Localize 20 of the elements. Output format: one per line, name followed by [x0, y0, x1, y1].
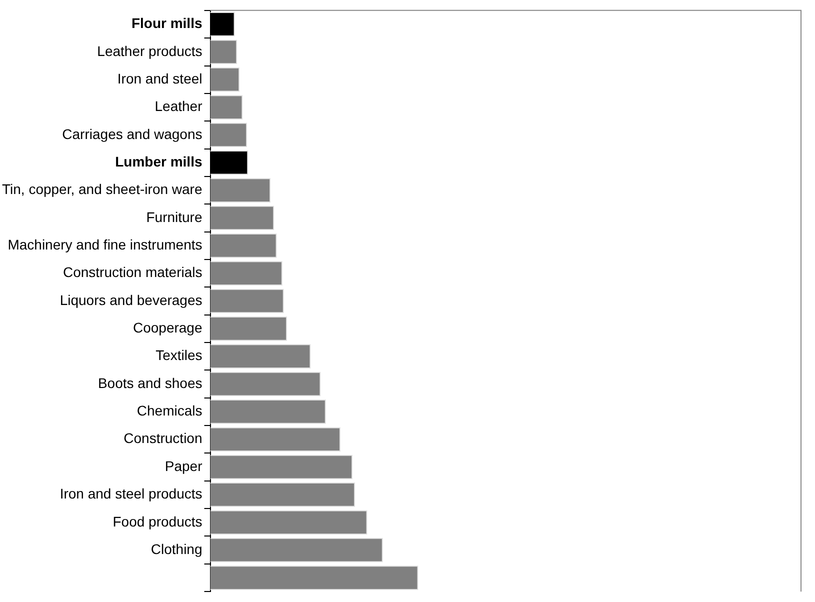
y-tick-label: Leather: [154, 98, 203, 114]
y-tick-label: Construction materials: [62, 264, 202, 280]
y-tick-label: Food products: [112, 513, 202, 530]
y-tick-label: Textiles: [156, 347, 202, 364]
y-tick-label: Construction: [124, 430, 202, 446]
y-tick-label: Boots and shoes: [98, 374, 202, 391]
y-tick-label: Iron and steel products: [60, 486, 202, 502]
y-tick-label: Liquors and beverages: [60, 292, 202, 308]
y-tick-label: Lumber mills: [115, 153, 202, 170]
y-tick-label: Iron and steel: [117, 70, 202, 86]
y-tick-label: Machinery and fine instruments: [8, 236, 202, 253]
y-tick-label: Furniture: [146, 208, 202, 225]
y-tick-label: Tin, copper, and sheet-iron ware: [2, 181, 202, 198]
y-tick-label: Carriages and wagons: [62, 126, 202, 142]
y-tick-label: Cooperage: [132, 320, 202, 336]
y-tick-label: Leather products: [97, 42, 202, 59]
y-tick-label: Paper: [164, 458, 203, 474]
y-tick-label: Flour mills: [131, 15, 202, 32]
y-tick-label: Chemicals: [136, 402, 202, 419]
y-tick-label: Clothing: [150, 540, 202, 557]
